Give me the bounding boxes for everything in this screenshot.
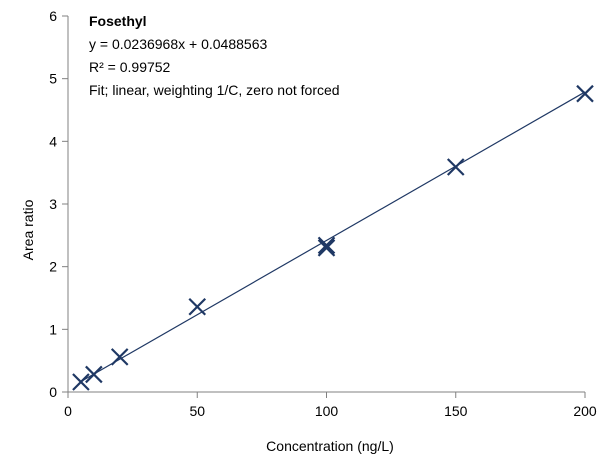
- y-tick-label: 0: [49, 384, 57, 400]
- x-tick-label: 100: [315, 403, 339, 419]
- y-tick-label: 1: [49, 321, 57, 337]
- y-tick-label: 2: [49, 259, 57, 275]
- fit-line-group: [80, 91, 586, 383]
- data-point: [110, 348, 129, 366]
- x-axis-title: Concentration (ng/L): [266, 438, 394, 454]
- annotation-title: Fosethyl: [89, 13, 147, 29]
- data-point: [446, 158, 465, 176]
- y-tick-label: 4: [49, 133, 57, 149]
- y-tick-label: 3: [49, 196, 57, 212]
- fit-line: [80, 91, 586, 383]
- data-point: [317, 239, 336, 257]
- annotation-r2: R² = 0.99752: [89, 59, 171, 75]
- y-tick-label: 6: [49, 8, 57, 24]
- annotation-fit-note: Fit; linear, weighting 1/C, zero not for…: [89, 82, 340, 98]
- data-point: [72, 373, 90, 391]
- y-axis-title: Area ratio: [20, 199, 36, 260]
- x-axis: 0 50 100 150 200: [64, 391, 597, 419]
- data-points: [72, 84, 594, 391]
- y-tick-label: 5: [49, 71, 57, 87]
- x-tick-label: 200: [573, 403, 597, 419]
- data-point: [317, 236, 336, 255]
- annotation-equation: y = 0.0236968x + 0.0488563: [89, 36, 267, 52]
- x-tick-label: 150: [444, 403, 468, 419]
- data-point: [576, 84, 594, 103]
- x-tick-label: 0: [64, 403, 72, 419]
- data-point: [85, 365, 103, 384]
- x-tick-label: 50: [189, 403, 205, 419]
- data-point: [188, 297, 207, 316]
- fit-annotation: Fosethyl y = 0.0236968x + 0.0488563 R² =…: [89, 13, 340, 98]
- y-axis: 0 1 2 3 4 5 6: [49, 8, 69, 400]
